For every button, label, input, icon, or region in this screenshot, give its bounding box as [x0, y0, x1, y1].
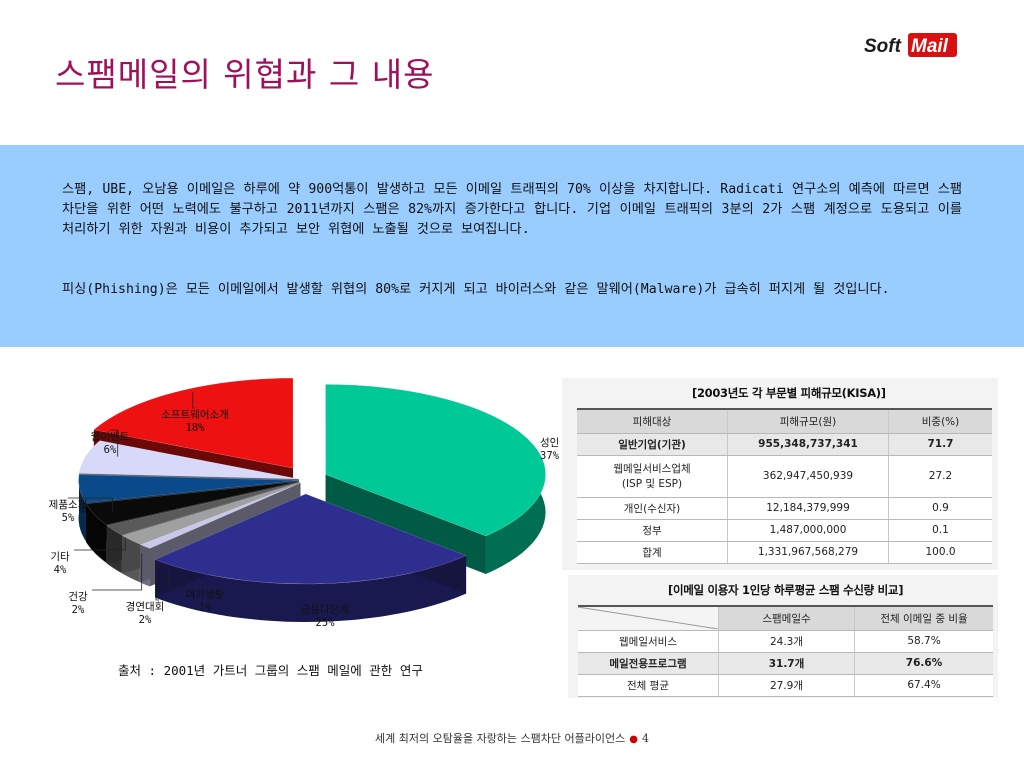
- spam-volume-table-panel: [이메일 이용자 1인당 하루평균 스팸 수신량 비교] 스팸메일수 전체 이메…: [568, 575, 998, 698]
- pie-slice-2: [139, 482, 301, 549]
- leader-line-4: [92, 553, 143, 591]
- pie-label-name-4: 건강: [68, 591, 88, 603]
- pie-slice-4: [106, 481, 300, 536]
- pie-label-name-1: 금융다단계: [301, 604, 349, 616]
- pie-slice-7: [78, 440, 299, 480]
- pie-label-value-1: 25%: [316, 617, 336, 629]
- pie-slice-3: [121, 482, 301, 545]
- pie-label-value-5: 4%: [54, 564, 67, 576]
- pie-slice-6: [78, 474, 299, 504]
- intro-panel: 스팸, UBE, 오남용 이메일은 하루에 약 900억통이 발생하고 모든 이…: [0, 145, 1024, 347]
- pie-label-name-0: 성인: [540, 437, 559, 449]
- damage-table-caption: [2003년도 각 부문별 피해규모(KISA)]: [692, 386, 886, 400]
- chart-source: 출처 : 2001년 가트너 그룹의 스팸 메일에 관한 연구: [118, 663, 423, 678]
- pie-label-name-6: 제품소개: [49, 499, 88, 511]
- table-row: 합계 1,331,967,568,279 100.0: [577, 541, 992, 564]
- logo-soft: Soft: [864, 36, 902, 57]
- leader-line-8: [192, 392, 195, 409]
- table-row: 웹메일서비스업체 (ISP 및 ESP) 362,947,450,939 27.2: [577, 455, 992, 498]
- table-row: 개인(수신자) 12,184,379,999 0.9: [577, 497, 992, 520]
- leader-line-5: [74, 537, 126, 551]
- leader-line-3: [155, 562, 159, 601]
- pie-slice-8: [93, 377, 294, 469]
- th-spam-ratio: 전체 이메일 중 비율: [854, 605, 993, 631]
- th-amount: 피해규모(원): [727, 408, 889, 434]
- logo-mail: Mail: [911, 36, 949, 57]
- leader-line-6: [68, 497, 113, 512]
- spam-volume-table-caption: [이메일 이용자 1인당 하루평균 스팸 수신량 비교]: [668, 583, 904, 597]
- table-row: 웹메일서비스 24.3개 58.7%: [578, 630, 993, 653]
- pie-label-name-8: 소프트웨어소개: [161, 409, 229, 421]
- pie-slice-1: [154, 493, 467, 585]
- spam-volume-table: 스팸메일수 전체 이메일 중 비율 웹메일서비스 24.3개 58.7% 메일전…: [578, 605, 993, 697]
- page-title: 스팸메일의 위협과 그 내용: [55, 55, 435, 94]
- intro-paragraph-2: 피싱(Phishing)은 모든 이메일에서 발생할 위협의 80%로 커지게 …: [62, 282, 890, 297]
- table-row: 메일전용프로그램 31.7개 76.6%: [578, 652, 993, 675]
- bullet-icon: ●: [629, 734, 638, 745]
- th-spam-count: 스팸메일수: [718, 605, 855, 631]
- damage-table: 피해대상 피해규모(원) 비중(%) 일반기업(기관) 955,348,737,…: [577, 408, 992, 564]
- table-row: 전체 평균 27.9개 67.4%: [578, 674, 993, 697]
- pie-label-value-8: 18%: [186, 422, 206, 434]
- pie-label-value-2: 1%: [199, 602, 212, 614]
- pie-label-name-2: 여가생활: [186, 588, 225, 601]
- page-number: 4: [641, 732, 649, 745]
- pie-slice-5: [85, 481, 300, 526]
- th-target: 피해대상: [577, 408, 728, 434]
- leader-line-2: [167, 569, 219, 589]
- pie-label-value-7: 6%: [104, 444, 117, 456]
- pie-side-1: [155, 555, 467, 622]
- spam-category-pie-chart: 성인37%금융다단계25%여가생활1%경연대회2%건강2%기타4%제품소개5%웹…: [49, 377, 560, 629]
- pie-label-value-0: 37%: [540, 450, 560, 462]
- table-row: 정부 1,487,000,000 0.1: [577, 519, 992, 542]
- footer: 세계 최저의 오탐율을 자랑하는 스팸차단 어플라이언스 ● 4: [0, 730, 1024, 746]
- pie-label-value-4: 2%: [72, 604, 85, 616]
- pie-label-name-7: 웹이벤트: [91, 431, 130, 443]
- th-empty: [578, 605, 719, 631]
- damage-table-panel: [2003년도 각 부문별 피해규모(KISA)] 피해대상 피해규모(원) 비…: [562, 378, 998, 570]
- softmail-logo: Soft Mail: [864, 33, 957, 57]
- footer-text: 세계 최저의 오탐율을 자랑하는 스팸차단 어플라이언스: [375, 732, 626, 745]
- pie-label-value-6: 5%: [62, 512, 75, 524]
- th-ratio: 비중(%): [888, 408, 992, 434]
- pie-label-name-3: 경연대회: [126, 600, 165, 613]
- pie-label-name-5: 기타: [50, 551, 70, 563]
- pie-slice-0: [325, 384, 546, 537]
- pie-label-value-3: 2%: [139, 614, 152, 626]
- leader-line-7: [110, 429, 119, 457]
- table-row: 일반기업(기관) 955,348,737,341 71.7: [577, 433, 992, 456]
- intro-paragraph-1: 스팸, UBE, 오남용 이메일은 하루에 약 900억통이 발생하고 모든 이…: [62, 182, 962, 237]
